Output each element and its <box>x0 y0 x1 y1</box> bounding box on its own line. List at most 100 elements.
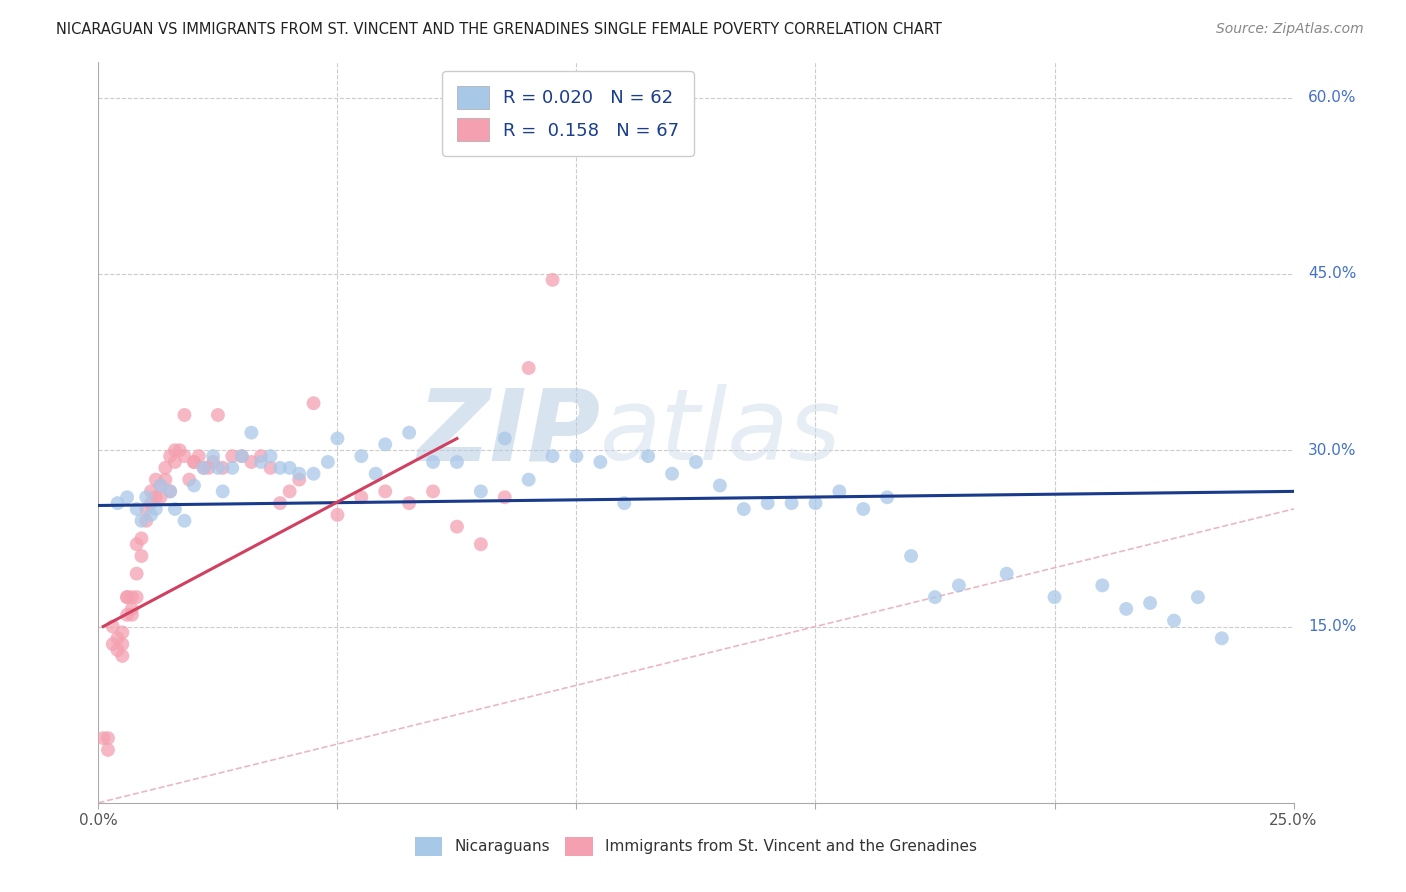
Point <box>193 461 215 475</box>
Point <box>288 473 311 487</box>
Point <box>259 461 281 475</box>
Point <box>183 455 205 469</box>
Point <box>173 408 195 422</box>
Text: 15.0%: 15.0% <box>1308 619 1357 634</box>
Point <box>211 461 233 475</box>
Point <box>852 502 875 516</box>
Point <box>139 508 162 522</box>
Point <box>173 449 195 463</box>
Point <box>159 484 181 499</box>
Point <box>470 537 492 551</box>
Point <box>350 449 373 463</box>
Point <box>278 461 301 475</box>
Point <box>163 443 186 458</box>
Point <box>115 590 138 604</box>
Text: 60.0%: 60.0% <box>1308 90 1357 105</box>
Point <box>231 449 253 463</box>
Point <box>115 590 138 604</box>
Point <box>131 514 153 528</box>
Point <box>494 490 516 504</box>
Point <box>259 449 281 463</box>
Point <box>326 432 349 446</box>
Text: atlas: atlas <box>600 384 842 481</box>
Point <box>948 578 970 592</box>
Point <box>541 273 564 287</box>
Point <box>661 467 683 481</box>
Point <box>121 607 143 622</box>
Point <box>145 502 167 516</box>
Point <box>364 467 387 481</box>
Text: 45.0%: 45.0% <box>1308 267 1357 282</box>
Point <box>446 519 468 533</box>
Point <box>107 632 129 646</box>
Point <box>1187 590 1209 604</box>
Point <box>278 484 301 499</box>
Point <box>374 484 396 499</box>
Point <box>149 490 172 504</box>
Point <box>125 566 148 581</box>
Point <box>135 502 157 516</box>
Point <box>121 602 143 616</box>
Point <box>1115 602 1137 616</box>
Point <box>193 461 215 475</box>
Point <box>207 408 229 422</box>
Point <box>446 455 468 469</box>
Point <box>197 461 219 475</box>
Point <box>613 496 636 510</box>
Point <box>107 496 129 510</box>
Point <box>589 455 612 469</box>
Point <box>1091 578 1114 592</box>
Point <box>565 449 588 463</box>
Point <box>876 490 898 504</box>
Point <box>1139 596 1161 610</box>
Point <box>135 514 157 528</box>
Point <box>183 478 205 492</box>
Point <box>163 502 186 516</box>
Point <box>288 467 311 481</box>
Point <box>97 743 120 757</box>
Point <box>900 549 922 563</box>
Point <box>169 443 191 458</box>
Point <box>828 484 851 499</box>
Point <box>374 437 396 451</box>
Point <box>155 473 177 487</box>
Point <box>111 625 134 640</box>
Point <box>155 461 177 475</box>
Point <box>131 532 153 546</box>
Point <box>804 496 827 510</box>
Point <box>398 425 420 440</box>
Point <box>121 590 143 604</box>
Text: NICARAGUAN VS IMMIGRANTS FROM ST. VINCENT AND THE GRENADINES SINGLE FEMALE POVER: NICARAGUAN VS IMMIGRANTS FROM ST. VINCEN… <box>56 22 942 37</box>
Point <box>97 731 120 746</box>
Point <box>733 502 755 516</box>
Point <box>131 549 153 563</box>
Point <box>101 637 124 651</box>
Point <box>995 566 1018 581</box>
Point <box>159 449 181 463</box>
Point <box>494 432 516 446</box>
Text: 30.0%: 30.0% <box>1308 442 1357 458</box>
Point <box>422 455 444 469</box>
Text: Source: ZipAtlas.com: Source: ZipAtlas.com <box>1216 22 1364 37</box>
Point <box>326 508 349 522</box>
Point <box>187 449 209 463</box>
Point <box>202 449 225 463</box>
Point <box>685 455 707 469</box>
Point <box>221 461 243 475</box>
Point <box>202 455 225 469</box>
Point <box>302 396 325 410</box>
Point <box>709 478 731 492</box>
Point <box>107 643 129 657</box>
Point <box>517 361 540 376</box>
Text: ZIP: ZIP <box>418 384 600 481</box>
Legend: Nicaraguans, Immigrants from St. Vincent and the Grenadines: Nicaraguans, Immigrants from St. Vincent… <box>409 831 983 862</box>
Point <box>125 537 148 551</box>
Point <box>269 461 291 475</box>
Point <box>316 455 339 469</box>
Point <box>637 449 659 463</box>
Point <box>422 484 444 499</box>
Point <box>240 455 263 469</box>
Point <box>145 473 167 487</box>
Point <box>111 637 134 651</box>
Point <box>350 490 373 504</box>
